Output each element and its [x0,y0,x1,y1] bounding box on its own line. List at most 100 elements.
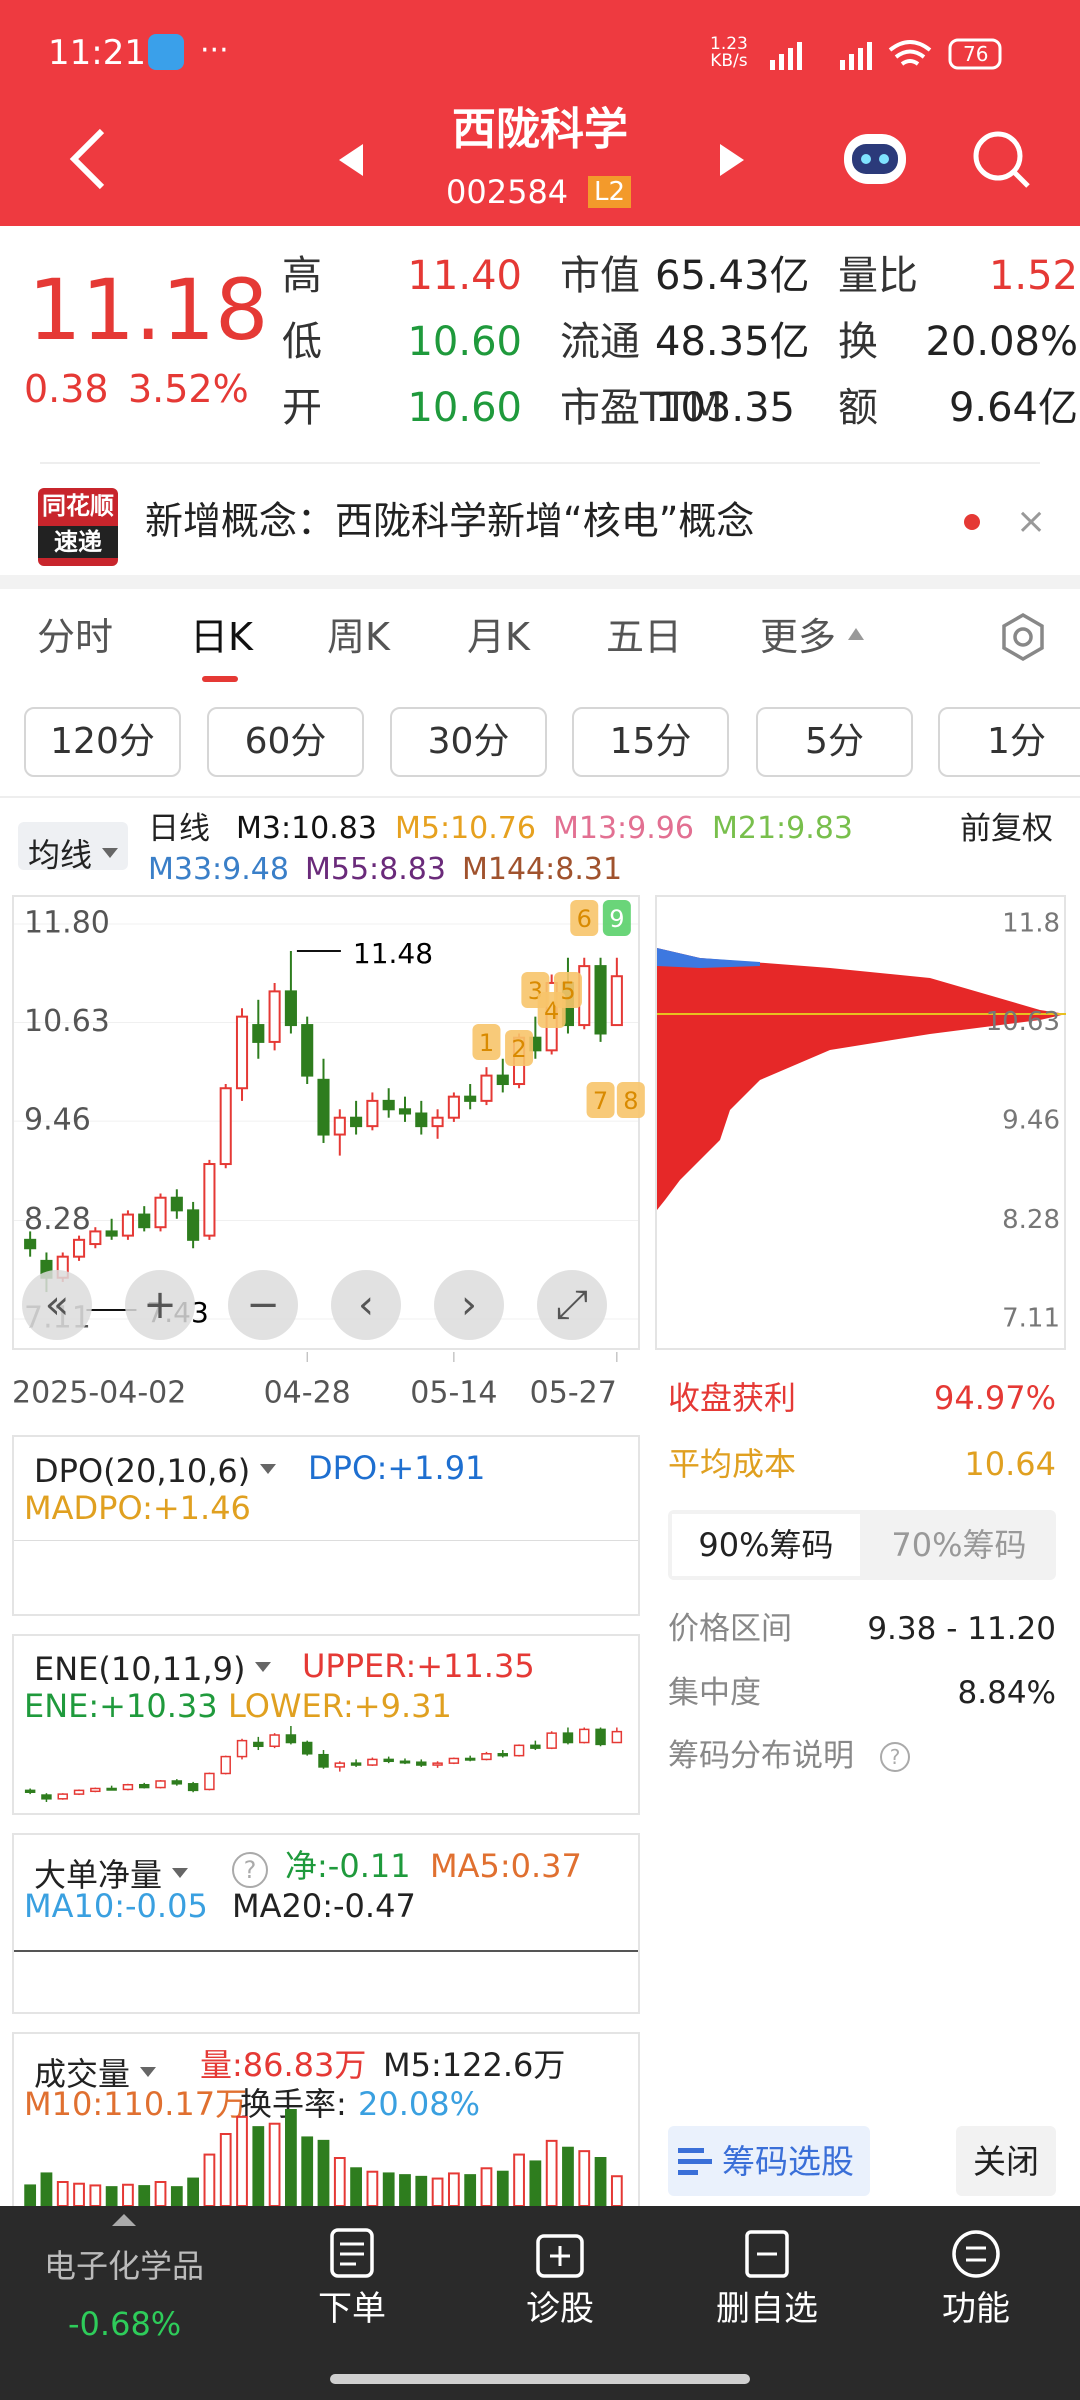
adjust-mode[interactable]: 前复权 [960,811,1053,847]
volume-bar [24,2184,37,2206]
signal-tag [602,900,631,936]
conc-value: 8.84% [957,1675,1056,1711]
period-button[interactable]: 120分 [24,707,181,777]
candle-body [317,1078,330,1136]
expand-arrow[interactable] [112,2214,136,2226]
close-news[interactable]: × [1016,501,1047,542]
chart-nav-button[interactable]: + [125,1270,195,1340]
period-button[interactable]: 15分 [572,707,729,777]
price-change-pct: 3.52% [128,367,249,411]
signal-tag-label: 6 [577,905,592,933]
chart-nav-button[interactable]: « [22,1270,92,1340]
robot-icon[interactable] [840,126,910,190]
nav-icon[interactable] [948,2226,1004,2282]
big-selector[interactable]: 大单净量 [34,1850,188,1896]
y-tick-label: 10.63 [24,1004,110,1039]
ma-value: M13:9.96 [553,811,694,846]
nav-label[interactable]: 诊股 [526,2289,594,2329]
net-speed-unit: KB/s [710,51,748,71]
chart-tab[interactable]: 更多 [760,615,837,659]
volume-bar [382,2172,395,2206]
nav-icon[interactable] [739,2226,795,2282]
chart-tab[interactable]: 周K [327,615,390,659]
volume-bar [73,2182,85,2206]
stat-label: 高 [282,253,322,299]
stat-label: 换 [838,319,878,365]
ene-body [367,1758,378,1766]
next-stock[interactable] [718,140,748,180]
chart-tab[interactable]: 月K [467,615,530,659]
chip-select-button[interactable]: 筹码选股 [722,2142,854,2181]
big-ma5: MA5:0.37 [430,1847,582,1885]
prev-stock[interactable] [335,140,365,180]
help-icon[interactable]: ? [232,1852,268,1888]
ene-body [122,1783,134,1791]
candle-body [284,990,297,1027]
candle-body [350,1116,363,1128]
volume-bar [317,2139,330,2206]
chart-nav-button[interactable]: ⤢ [537,1270,607,1340]
ene-body [497,1753,509,1757]
ene-body [579,1728,590,1744]
ene-body [155,1780,166,1789]
ene-body [611,1730,623,1744]
period-button[interactable]: 5分 [756,707,913,777]
stat-label: 低 [282,319,322,365]
volume-bar [170,2186,183,2206]
divider [40,462,1040,464]
dpo-selector[interactable]: DPO(20,10,6) [34,1452,276,1490]
signal-tag [472,1024,501,1060]
chip-close-button[interactable]: 关闭 [956,2126,1056,2196]
chart-tab[interactable]: 分时 [37,615,114,659]
chip-help[interactable]: 筹码分布说明 [668,1738,854,1774]
volume-bar [464,2174,477,2206]
chart-tab[interactable]: 五日 [606,615,683,659]
vol-selector[interactable]: 成交量 [34,2049,156,2095]
tab-underline [202,676,238,682]
volume-bar [40,2172,53,2206]
battery: 76 [963,42,989,66]
nav-label[interactable]: 删自选 [716,2289,818,2329]
chart-nav-button[interactable]: − [228,1270,298,1340]
chip-profile [657,948,1066,1210]
turnover-value: 20.08% [358,2085,481,2123]
ma-selector[interactable]: 均线 [28,830,118,876]
volume-bar [138,2185,151,2206]
period-button[interactable]: 60分 [207,707,364,777]
help-icon[interactable]: ? [880,1742,910,1772]
nav-icon[interactable] [324,2226,380,2282]
settings-icon[interactable] [998,612,1048,662]
status-time: 11:21 [48,33,146,73]
big-ma20: MA20:-0.47 [232,1887,416,1925]
chip-profile-profit [657,948,760,968]
nav-icon[interactable] [532,2226,588,2282]
chart-nav-button[interactable]: › [434,1270,504,1340]
search-icon[interactable] [970,128,1034,192]
stat-label: 流通 [560,319,640,365]
news-text[interactable]: 新增概念：西陇科学新增“核电”概念 [145,499,755,543]
cost-label: 平均成本 [668,1445,797,1483]
big-ma10: MA10:-0.05 [24,1887,208,1925]
news-logo: 同花顺 速递 [38,488,118,566]
chart-nav-button[interactable]: ‹ [331,1270,401,1340]
nav-label[interactable]: 下单 [318,2289,386,2329]
nav-label[interactable]: 功能 [942,2289,1010,2329]
period-button[interactable]: 30分 [390,707,547,777]
chip-tab-active[interactable]: 90%筹码 [672,1514,860,1576]
back-button[interactable] [60,125,120,195]
volume-bar [513,2153,525,2206]
period-button[interactable]: 1分 [938,707,1080,777]
chip-tab[interactable]: 70%筹码 [891,1526,1027,1564]
sector-name[interactable]: 电子化学品 [44,2247,205,2285]
candle-body [366,1099,379,1128]
ene-body [220,1755,231,1775]
candle-body [24,1238,37,1250]
ene-body [530,1744,541,1749]
zero-line [14,1540,638,1541]
ene-selector[interactable]: ENE(10,11,9) [34,1650,271,1688]
chart-tab[interactable]: 日K [190,615,253,659]
candle-body [431,1116,444,1128]
volume-bar [399,2174,411,2206]
ene-lower: LOWER:+9.31 [228,1687,452,1725]
volume-bar [350,2167,362,2206]
